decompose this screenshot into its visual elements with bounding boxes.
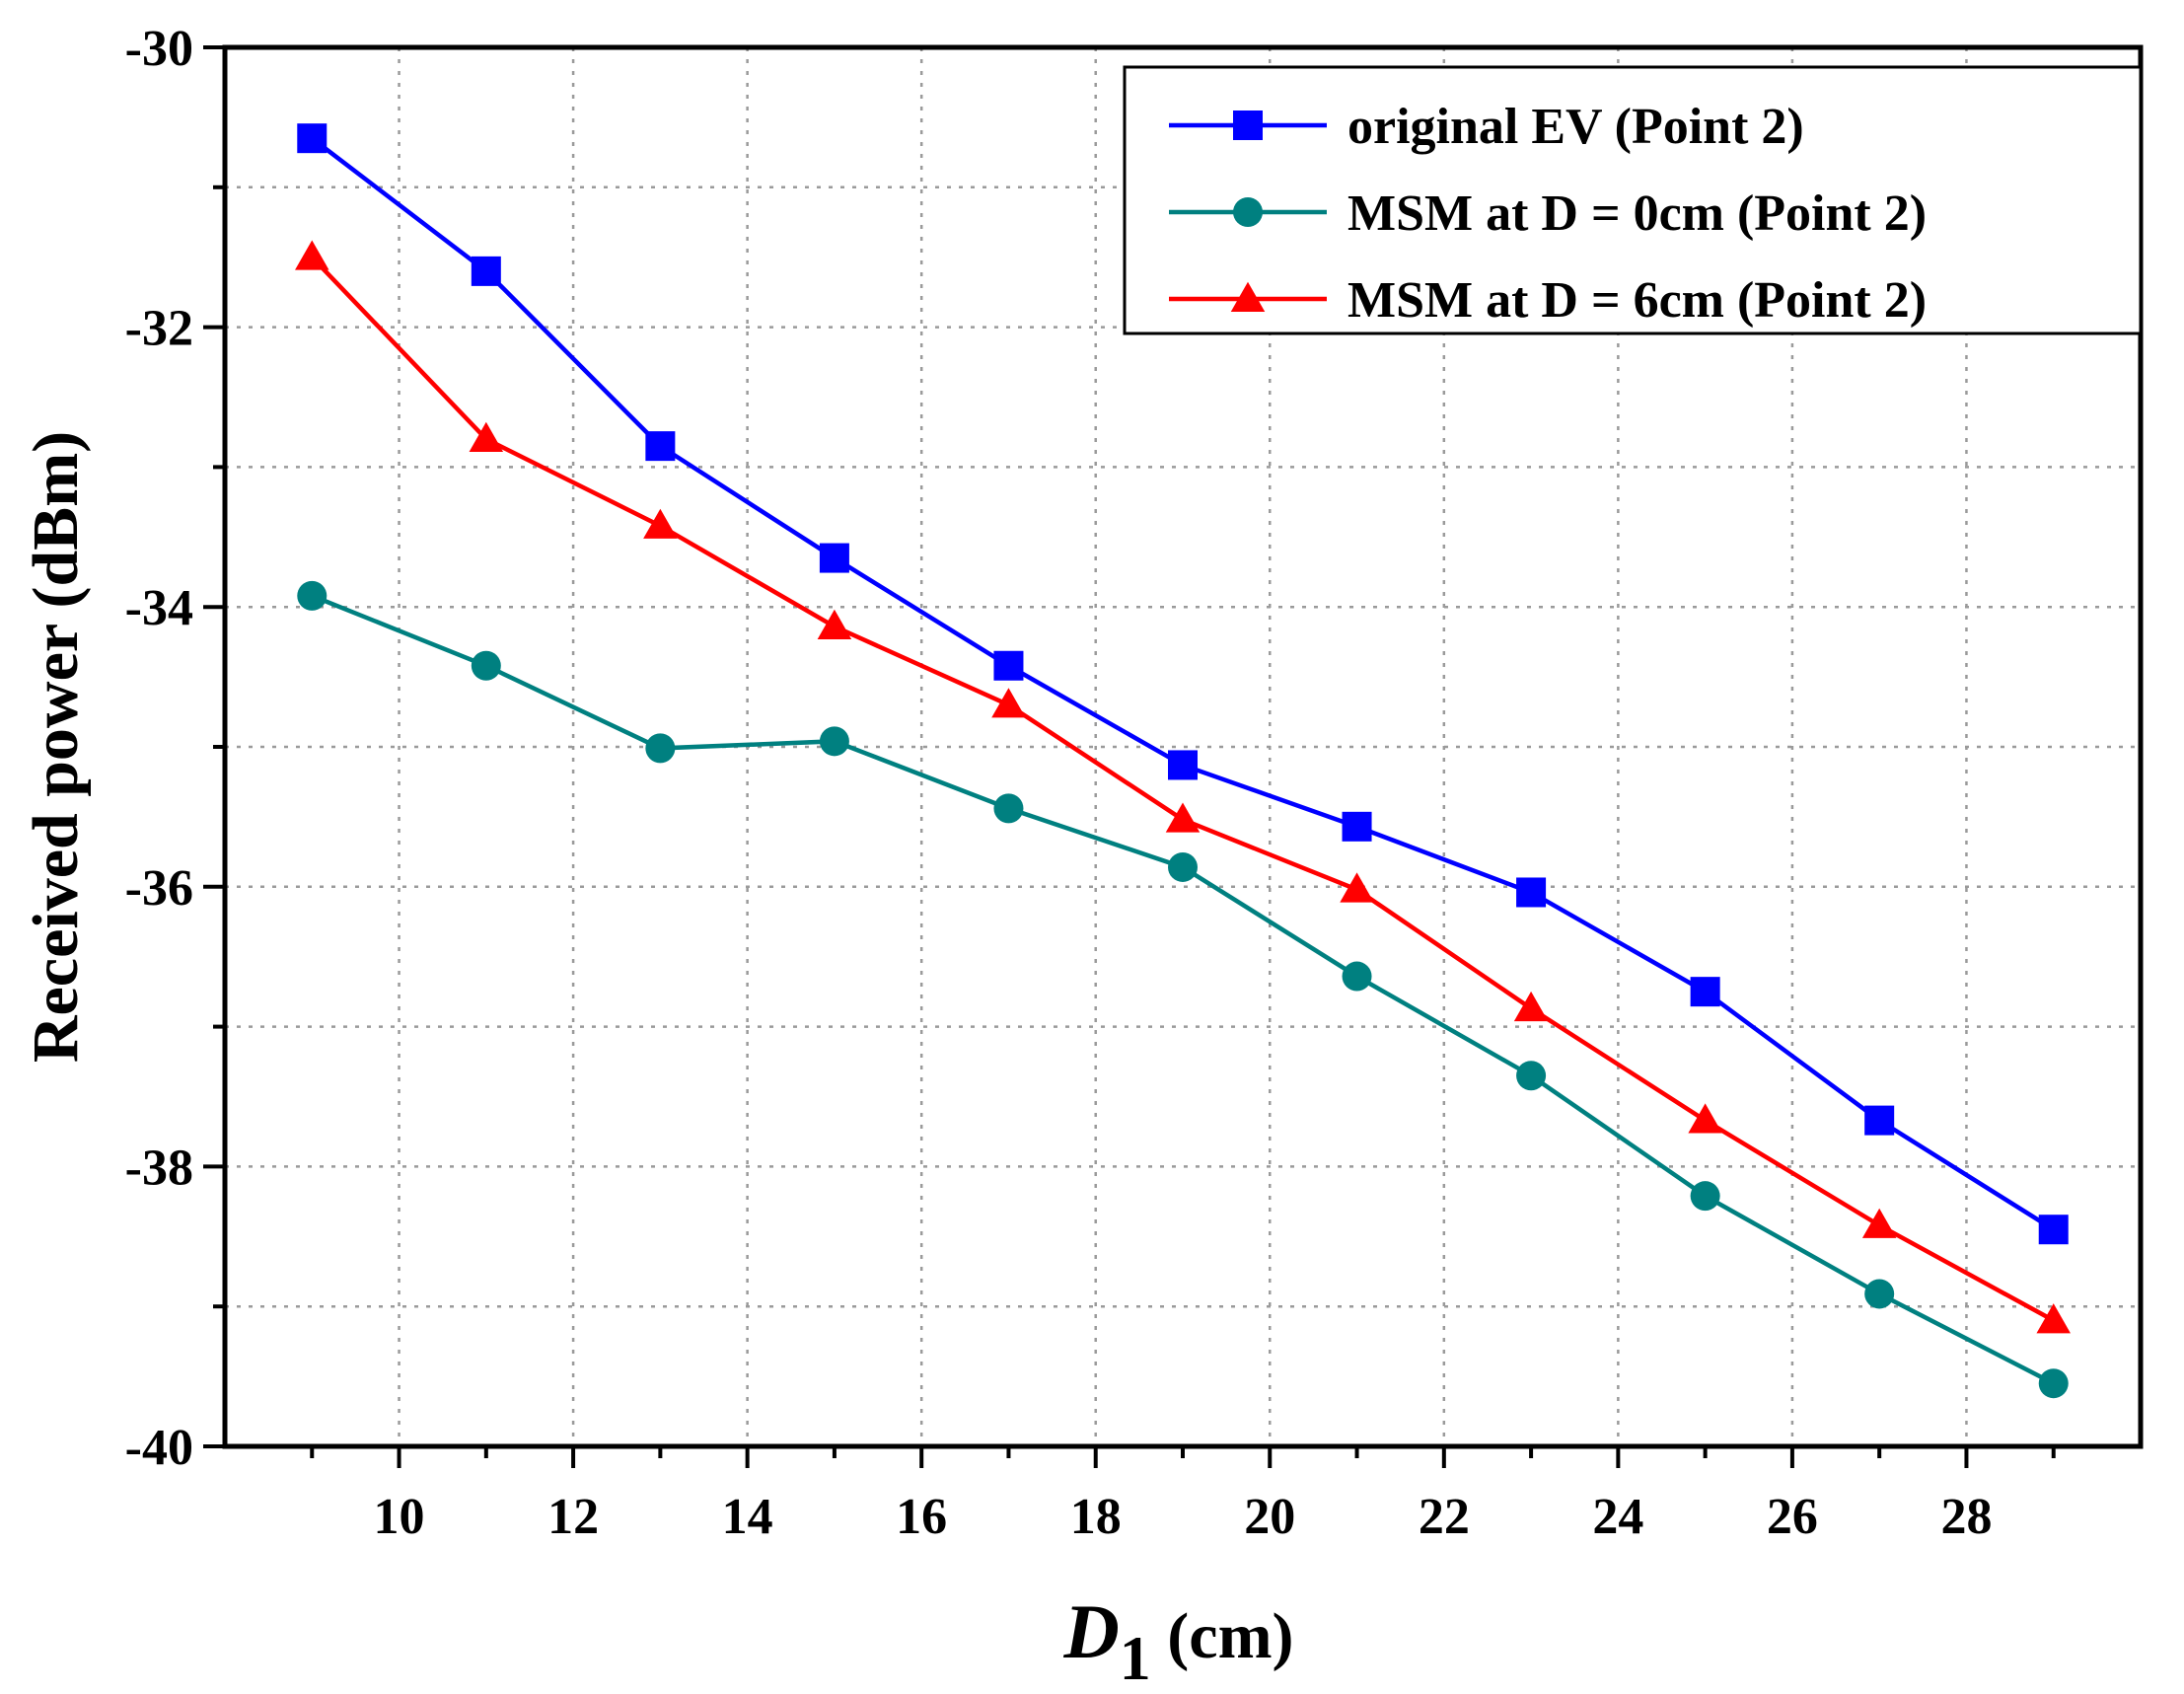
x-tick-label: 26 — [1767, 1489, 1818, 1545]
legend-entry-3: MSM at D = 6cm (Point 2) — [1169, 272, 1927, 329]
data-point-square — [1168, 750, 1198, 780]
data-point-triangle — [1861, 1208, 1897, 1238]
data-point-triangle — [2036, 1303, 2071, 1334]
legend-label: MSM at D = 6cm (Point 2) — [1347, 272, 1927, 329]
y-tick-label: -38 — [125, 1140, 193, 1196]
series-1 — [297, 123, 2069, 1245]
data-point-square — [1342, 811, 1372, 842]
legend-entry-1: original EV (Point 2) — [1169, 99, 1804, 155]
data-point-triangle — [817, 609, 852, 639]
data-point-circle — [471, 650, 501, 681]
data-point-circle — [1864, 1279, 1895, 1309]
legend-box — [1123, 65, 2143, 335]
y-tick-label: -30 — [125, 21, 193, 77]
data-point-square — [819, 543, 849, 573]
data-point-triangle — [643, 508, 678, 539]
legend-entry-2: MSM at D = 0cm (Point 2) — [1169, 185, 1927, 242]
x-axis-title-text: D1 (cm) — [1062, 1588, 1293, 1693]
series-2 — [297, 580, 2069, 1399]
x-tick-label: 28 — [1940, 1489, 1992, 1545]
y-tick-label: -34 — [125, 580, 193, 636]
data-point-square — [1233, 110, 1263, 140]
data-point-triangle — [1230, 281, 1266, 312]
axis-ticks: 10 12 14 16 18 20 22 24 26 28 -30 -32 -34 -36 -38 -40 — [125, 21, 2056, 1545]
data-point-triangle — [469, 421, 504, 452]
data-point-circle — [1233, 197, 1263, 227]
legend: original EV (Point 2) MSM at D = 0cm (Poi… — [1123, 65, 2143, 335]
data-point-triangle — [1340, 872, 1374, 903]
data-point-triangle — [1513, 991, 1549, 1022]
y-tick-label: -36 — [125, 860, 193, 917]
x-tick-label: 22 — [1419, 1489, 1470, 1545]
data-point-circle — [819, 726, 849, 757]
data-point-triangle — [295, 240, 329, 270]
x-tick-label: 18 — [1070, 1489, 1122, 1545]
y-tick-label: -32 — [125, 301, 193, 357]
data-point-triangle — [991, 688, 1026, 718]
data-point-circle — [993, 793, 1024, 824]
x-tick-label: 14 — [722, 1489, 773, 1545]
data-point-square — [645, 431, 676, 462]
data-point-circle — [1168, 851, 1198, 882]
y-axis-title: Received power (dBm) — [20, 431, 92, 1063]
data-point-circle — [297, 580, 328, 611]
x-tick-label: 10 — [374, 1489, 425, 1545]
x-tick-label: 20 — [1244, 1489, 1295, 1545]
legend-label: original EV (Point 2) — [1347, 99, 1804, 155]
data-point-circle — [1690, 1181, 1720, 1212]
data-point-circle — [645, 733, 676, 764]
x-axis-title: D1 (cm) — [1062, 1588, 1293, 1693]
y-tick-label: -40 — [125, 1420, 193, 1476]
x-tick-label: 24 — [1592, 1489, 1643, 1545]
data-point-square — [1516, 877, 1547, 908]
data-point-triangle — [1165, 802, 1201, 833]
data-point-triangle — [1688, 1103, 1722, 1134]
x-tick-label: 16 — [896, 1489, 947, 1545]
data-point-square — [993, 650, 1024, 681]
series-group — [295, 123, 2071, 1399]
data-point-square — [1864, 1105, 1895, 1136]
series-3 — [295, 240, 2071, 1334]
legend-label: MSM at D = 0cm (Point 2) — [1347, 185, 1927, 242]
data-point-square — [1690, 977, 1720, 1007]
data-point-circle — [1342, 961, 1372, 992]
data-point-circle — [1516, 1061, 1547, 1091]
data-point-square — [471, 256, 501, 286]
x-tick-label: 12 — [547, 1489, 599, 1545]
data-point-circle — [2038, 1368, 2069, 1399]
data-point-square — [297, 123, 328, 154]
data-point-square — [2038, 1215, 2069, 1245]
